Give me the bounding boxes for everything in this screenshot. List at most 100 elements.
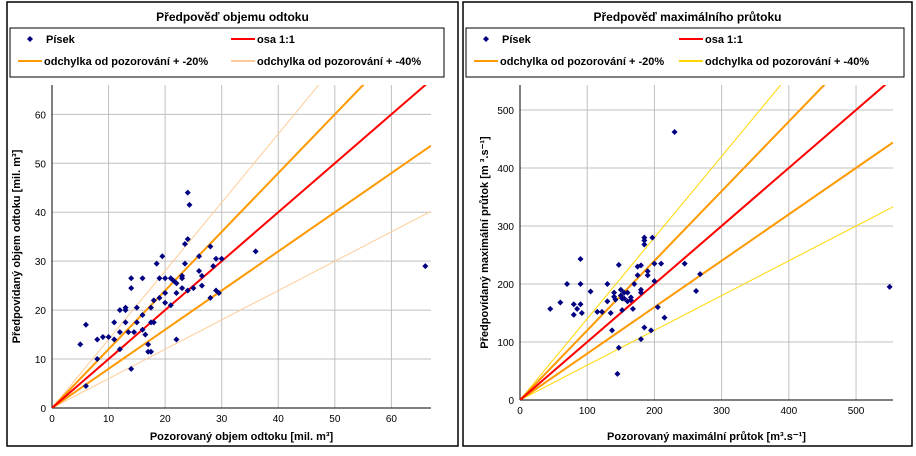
data-point bbox=[179, 275, 186, 282]
data-point bbox=[186, 201, 193, 208]
y-tick-label: 300 bbox=[497, 222, 514, 233]
y-tick-label: 50 bbox=[35, 159, 47, 170]
y-tick-label: 100 bbox=[497, 338, 514, 349]
data-point bbox=[181, 260, 188, 267]
panel-peak-flow: Předpověď maximálního průtoku 0 100 200 300 4… bbox=[462, 1, 913, 447]
reference-lines bbox=[52, 85, 431, 408]
legend-box bbox=[9, 27, 445, 78]
data-point bbox=[629, 305, 636, 312]
data-point bbox=[627, 297, 634, 304]
data-point bbox=[598, 308, 605, 315]
data-point bbox=[649, 234, 656, 241]
data-point bbox=[578, 309, 585, 316]
data-point bbox=[570, 301, 577, 308]
y-tick-label: 400 bbox=[497, 164, 514, 175]
data-point bbox=[681, 260, 688, 267]
legend-label: odchylka od pozorování + -40% bbox=[705, 56, 869, 68]
y-tick-label: 40 bbox=[35, 208, 47, 219]
data-point bbox=[658, 260, 665, 267]
data-point bbox=[142, 331, 149, 338]
line-plus-40 bbox=[52, 85, 320, 408]
x-axis-label: Pozorovaný objem odtoku [mil. m³] bbox=[150, 431, 334, 443]
data-point bbox=[184, 236, 191, 243]
data-point bbox=[82, 321, 89, 328]
data-point bbox=[641, 237, 648, 244]
data-point bbox=[105, 334, 112, 341]
data-point bbox=[156, 294, 163, 301]
data-point bbox=[173, 289, 180, 296]
data-point bbox=[153, 260, 160, 267]
y-axis-label: Předpovídaný objem odtoku [mil. m³] bbox=[11, 149, 23, 343]
data-point bbox=[574, 305, 581, 312]
data-point bbox=[150, 297, 157, 304]
line-minus-20 bbox=[520, 141, 893, 400]
data-point bbox=[184, 287, 191, 294]
data-point bbox=[644, 268, 651, 275]
x-tick-label: 30 bbox=[216, 414, 228, 425]
data-point bbox=[139, 275, 146, 282]
data-point bbox=[252, 248, 259, 255]
data-point bbox=[218, 255, 225, 262]
data-point bbox=[607, 309, 614, 316]
data-point bbox=[196, 253, 203, 260]
reference-lines bbox=[520, 85, 893, 400]
x-tick-label: 0 bbox=[517, 406, 523, 417]
x-tick-label: 500 bbox=[848, 406, 865, 417]
data-point bbox=[661, 314, 668, 321]
data-point bbox=[577, 301, 584, 308]
x-tick-label: 200 bbox=[646, 406, 663, 417]
data-point bbox=[162, 289, 169, 296]
data-point bbox=[128, 365, 135, 372]
line-plus-20 bbox=[520, 85, 826, 400]
data-point bbox=[173, 280, 180, 287]
data-point bbox=[621, 295, 628, 302]
legend-label: odchylka od pozorování + -40% bbox=[257, 56, 421, 68]
data-point bbox=[128, 285, 135, 292]
x-tick-label: 60 bbox=[386, 414, 398, 425]
y-tick-label: 0 bbox=[40, 404, 46, 415]
data-point bbox=[570, 311, 577, 318]
data-point bbox=[634, 272, 641, 279]
legend-marker-pisek bbox=[483, 36, 489, 42]
data-point bbox=[173, 336, 180, 343]
line-plus-20 bbox=[52, 85, 365, 408]
data-point bbox=[886, 283, 893, 290]
data-point bbox=[122, 319, 129, 326]
data-point bbox=[94, 356, 101, 363]
data-point bbox=[122, 304, 129, 311]
legend-label: Písek bbox=[502, 34, 532, 46]
data-point bbox=[198, 272, 205, 279]
data-point bbox=[133, 304, 140, 311]
y-tick-label: 200 bbox=[497, 280, 514, 291]
data-point bbox=[116, 307, 123, 314]
x-tick-label: 0 bbox=[49, 414, 55, 425]
data-point bbox=[557, 299, 564, 306]
data-point bbox=[210, 263, 217, 270]
data-point bbox=[207, 243, 214, 250]
y-tick-label: 20 bbox=[35, 306, 47, 317]
line-minus-40 bbox=[520, 206, 893, 400]
data-point bbox=[116, 346, 123, 353]
x-tick-label: 10 bbox=[103, 414, 115, 425]
data-point bbox=[604, 298, 611, 305]
data-point bbox=[179, 285, 186, 292]
data-point bbox=[190, 285, 197, 292]
data-point bbox=[547, 305, 554, 312]
data-point bbox=[116, 329, 123, 336]
x-tick-label: 300 bbox=[713, 406, 730, 417]
data-point bbox=[637, 289, 644, 296]
data-point bbox=[697, 271, 704, 278]
data-point bbox=[615, 344, 622, 351]
data-point bbox=[156, 275, 163, 282]
x-tick-label: 50 bbox=[329, 414, 341, 425]
line-1-1 bbox=[52, 85, 427, 408]
y-tick-label: 60 bbox=[35, 110, 47, 121]
y-axis-label: Předpovídaný maximální průtok [m ³.s⁻¹] bbox=[479, 136, 491, 349]
data-point bbox=[693, 287, 700, 294]
data-point bbox=[133, 319, 140, 326]
data-point bbox=[94, 336, 101, 343]
data-point bbox=[644, 272, 651, 279]
y-tick-label: 500 bbox=[497, 106, 514, 117]
data-point bbox=[651, 278, 658, 285]
